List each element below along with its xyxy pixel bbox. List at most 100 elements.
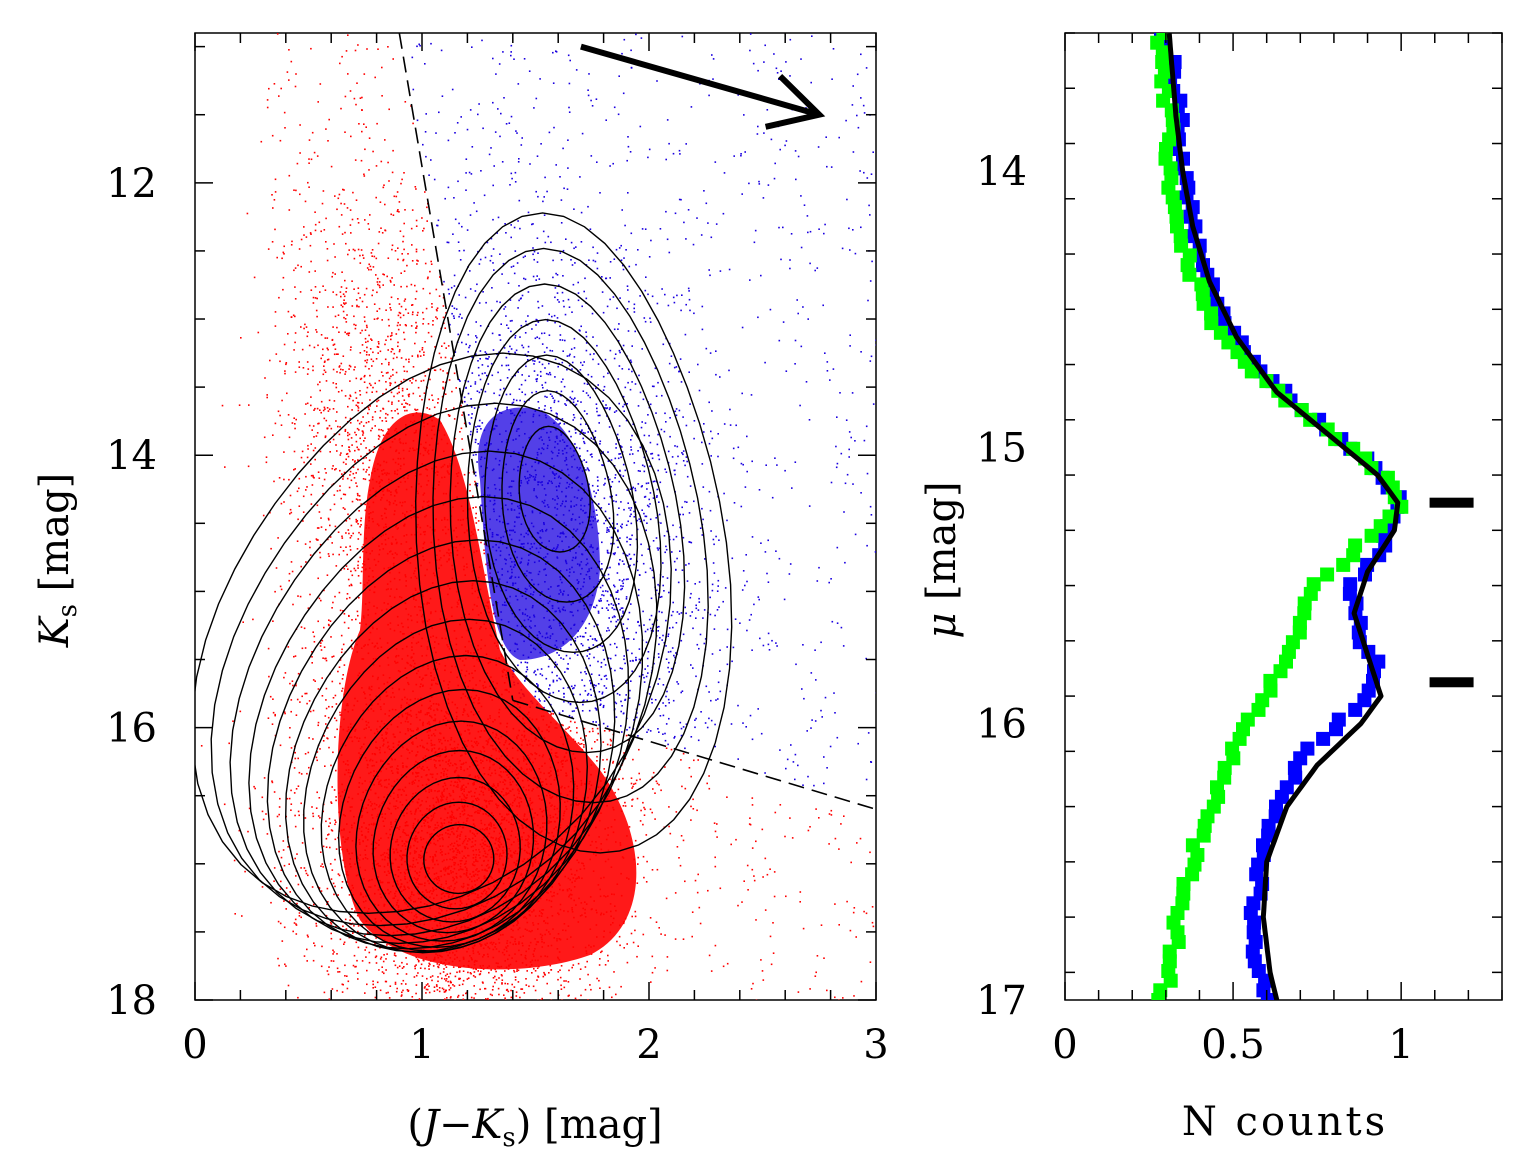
scatter-point [325, 846, 328, 848]
scatter-point [646, 860, 648, 863]
scatter-point [414, 967, 416, 970]
scatter-point [328, 966, 330, 968]
scatter-point [441, 977, 443, 980]
scatter-point [266, 394, 268, 396]
scatter-point [347, 253, 349, 256]
scatter-point [353, 954, 356, 957]
scatter-point [404, 101, 407, 103]
scatter-point [632, 785, 634, 788]
scatter-point [477, 970, 479, 972]
scatter-point [347, 405, 349, 408]
scatter-point [507, 990, 510, 993]
scatter-point [550, 999, 553, 1000]
scatter-point [302, 367, 305, 369]
scatter-point [438, 964, 441, 966]
scatter-point [406, 403, 409, 405]
scatter-point [393, 352, 396, 355]
scatter-point [300, 626, 303, 628]
scatter-point [312, 449, 315, 452]
scatter-point [428, 985, 430, 987]
scatter-point [279, 888, 282, 890]
scatter-point [254, 787, 256, 790]
scatter-point [293, 792, 296, 794]
scatter-point [449, 997, 452, 999]
scatter-point [328, 746, 330, 749]
scatter-point [437, 966, 440, 969]
scatter-point [282, 840, 285, 842]
scatter-point [329, 441, 331, 443]
scatter-point [602, 759, 604, 761]
scatter-point [394, 964, 397, 967]
scatter-point [315, 922, 317, 925]
scatter-point [297, 757, 299, 760]
scatter-point [422, 230, 424, 232]
scatter-point [297, 785, 300, 787]
scatter-point [400, 995, 403, 997]
scatter-point [438, 295, 441, 297]
scatter-point [278, 813, 280, 816]
scatter-point [327, 410, 330, 412]
scatter-point [603, 730, 606, 732]
scatter-point [443, 978, 446, 980]
scatter-point [313, 903, 315, 906]
scatter-point [329, 524, 331, 527]
scatter-point [364, 365, 367, 368]
scatter-point [261, 886, 264, 888]
scatter-point [328, 118, 330, 121]
scatter-point [377, 283, 379, 286]
scatter-point [371, 365, 373, 367]
scatter-point [308, 737, 310, 739]
scatter-point [470, 972, 472, 975]
scatter-point [579, 743, 581, 745]
scatter-point [327, 517, 330, 520]
scatter-point [282, 288, 284, 291]
scatter-point [340, 651, 343, 654]
scatter-point [326, 574, 329, 576]
scatter-point [304, 323, 306, 326]
scatter-point [341, 271, 343, 273]
scatter-point [363, 293, 366, 296]
scatter-point [618, 778, 620, 780]
scatter-point [335, 719, 338, 722]
scatter-point [389, 384, 391, 387]
scatter-point [335, 796, 337, 798]
scatter-point [537, 975, 539, 978]
scatter-point [272, 698, 274, 700]
scatter-point [374, 956, 377, 959]
scatter-point [303, 327, 305, 330]
scatter-point [630, 932, 633, 935]
scatter-point [319, 543, 322, 546]
scatter-point [291, 680, 294, 682]
scatter-point [607, 960, 609, 962]
scatter-point [312, 369, 314, 372]
scatter-point [357, 978, 359, 980]
scatter-point [292, 314, 295, 317]
scatter-point [400, 182, 402, 185]
scatter-point [384, 343, 386, 346]
scatter-point [359, 332, 362, 334]
scatter-point [357, 287, 360, 289]
scatter-point [654, 792, 656, 794]
scatter-point [331, 275, 333, 278]
scatter-point [435, 984, 438, 986]
scatter-point [405, 358, 407, 361]
scatter-point [335, 293, 338, 296]
scatter-point [379, 416, 381, 419]
scatter-point [314, 286, 317, 288]
scatter-point [353, 323, 355, 326]
scatter-point [445, 966, 448, 968]
scatter-point [567, 995, 570, 997]
scatter-point [415, 992, 417, 995]
scatter-point [336, 371, 338, 373]
scatter-point [378, 231, 381, 233]
scatter-point [348, 894, 351, 896]
scatter-point [300, 802, 302, 805]
scatter-point [352, 459, 354, 461]
scatter-point [415, 974, 418, 977]
scatter-point [335, 821, 337, 823]
scatter-point [304, 413, 306, 415]
scatter-point [395, 990, 398, 993]
scatter-point [473, 971, 476, 973]
scatter-point [314, 297, 317, 299]
